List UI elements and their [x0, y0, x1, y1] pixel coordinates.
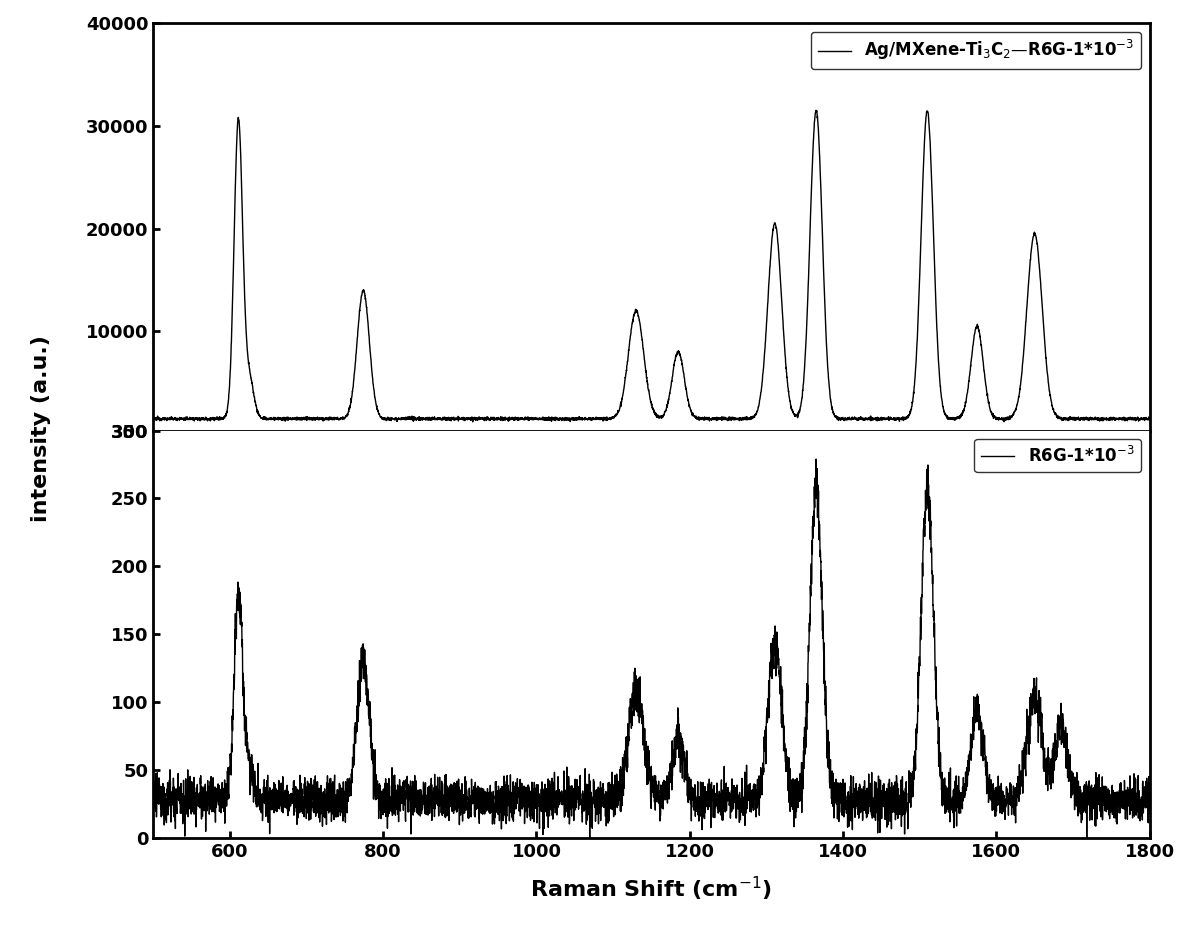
Text: intensity (a.u.): intensity (a.u.) [32, 335, 51, 521]
X-axis label: Raman Shift (cm$^{-1}$): Raman Shift (cm$^{-1}$) [531, 874, 772, 903]
Legend: R6G-1*10$^{-3}$: R6G-1*10$^{-3}$ [975, 439, 1141, 472]
Legend: Ag/MXene-Ti$_3$C$_2$—R6G-1*10$^{-3}$: Ag/MXene-Ti$_3$C$_2$—R6G-1*10$^{-3}$ [811, 32, 1141, 69]
